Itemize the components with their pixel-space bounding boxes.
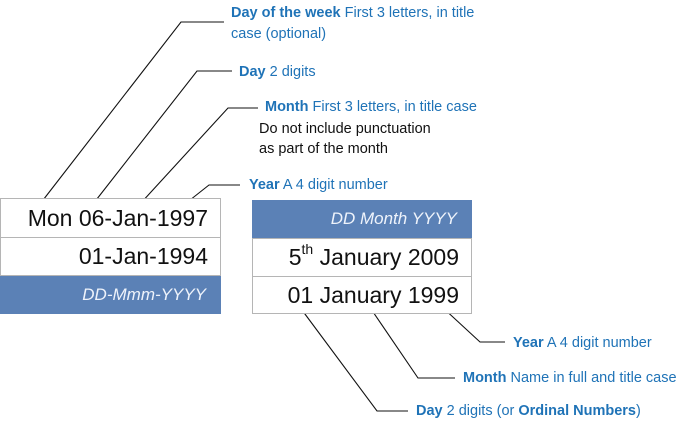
right-row-1-rest: January 2009 <box>313 244 459 270</box>
annotation-label: Year <box>249 177 280 193</box>
annotation-text: A 4 digit number <box>543 335 652 351</box>
leader-day-bottom <box>298 305 408 412</box>
left-format-header: DD-Mmm-YYYY <box>0 276 221 314</box>
annotation-label: Day <box>416 403 443 419</box>
annotation-label: Day of the week <box>231 5 341 21</box>
annotation-month-bottom: Month Name in full and title case <box>463 368 677 388</box>
annotation-day-of-week-line2: case (optional) <box>231 26 327 42</box>
annotation-label: Month <box>265 99 309 115</box>
annotation-day-of-week: Day of the week First 3 letters, in titl… <box>231 3 474 23</box>
leader-day <box>92 70 232 205</box>
annotation-text: First 3 letters, in title case <box>308 99 477 115</box>
annotation-month-note-2: as part of the month <box>259 141 388 157</box>
annotation-year-bottom: Year A 4 digit number <box>513 333 652 353</box>
annotation-text: A 4 digit number <box>279 177 388 193</box>
annotation-label: Month <box>463 370 507 386</box>
annotation-text: 2 digits (or <box>442 403 519 419</box>
leader-month-bottom <box>368 305 455 379</box>
annotation-text: 2 digits <box>265 64 316 80</box>
leader-month <box>139 107 258 205</box>
annotation-year-top: Year A 4 digit number <box>249 175 388 195</box>
right-row-1-day: 5 <box>288 244 302 270</box>
annotation-text: Name in full and title case <box>506 370 677 386</box>
annotation-month: Month First 3 letters, in title case <box>265 97 477 117</box>
leader-year-top <box>184 184 240 205</box>
right-row-2: 01 January 1999 <box>252 276 472 314</box>
annotation-text-2: ) <box>636 403 641 419</box>
annotation-day-bottom: Day 2 digits (or Ordinal Numbers) <box>416 401 641 421</box>
left-row-1: Mon 06-Jan-1997 <box>0 198 221 238</box>
annotation-month-note-1: Do not include punctuation <box>259 121 431 137</box>
left-row-2: 01-Jan-1994 <box>0 237 221 276</box>
leader-day-of-week <box>39 21 224 205</box>
annotation-label-2: Ordinal Numbers <box>518 403 636 419</box>
ordinal-suffix: th <box>301 240 314 257</box>
annotation-label: Year <box>513 335 544 351</box>
leader-year-bottom <box>440 305 505 343</box>
annotation-day: Day 2 digits <box>239 62 316 82</box>
annotation-label: Day <box>239 64 266 80</box>
right-format-header: DD Month YYYY <box>252 200 472 238</box>
annotation-text: First 3 letters, in title <box>340 5 475 21</box>
